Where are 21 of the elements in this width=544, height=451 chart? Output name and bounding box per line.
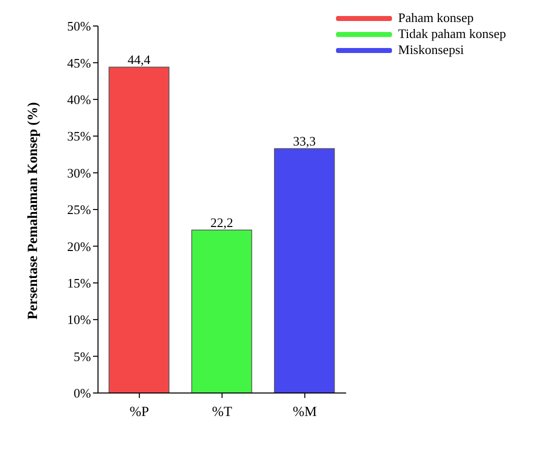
data-label: 33,3: [293, 134, 316, 149]
y-axis-title: Persentase Pemahaman Konsep (%): [26, 102, 41, 320]
y-tick-label: 15%: [67, 276, 92, 291]
y-tick-label: 5%: [74, 348, 92, 364]
y-tick-label: 10%: [67, 312, 92, 328]
y-tick-label: 40%: [67, 92, 92, 108]
x-tick-label: %P: [130, 404, 150, 420]
y-tick-label: 30%: [67, 165, 92, 180]
data-label: 22,2: [210, 215, 234, 230]
y-tick-label: 50%: [67, 18, 92, 34]
legend-label: Miskonsepsi: [398, 42, 464, 58]
y-tick-label: 20%: [67, 238, 92, 254]
x-tick-label: %T: [212, 404, 233, 420]
legend-label: Tidak paham konsep: [398, 26, 506, 42]
data-label: 44,4: [128, 52, 151, 68]
y-tick-label: 0%: [74, 386, 92, 401]
x-tick-label: %M: [292, 404, 318, 420]
y-tick-label: 45%: [67, 55, 92, 70]
y-tick-label: 25%: [67, 202, 92, 218]
legend-label: Paham konsep: [398, 10, 474, 26]
y-tick-label: 35%: [67, 128, 92, 144]
